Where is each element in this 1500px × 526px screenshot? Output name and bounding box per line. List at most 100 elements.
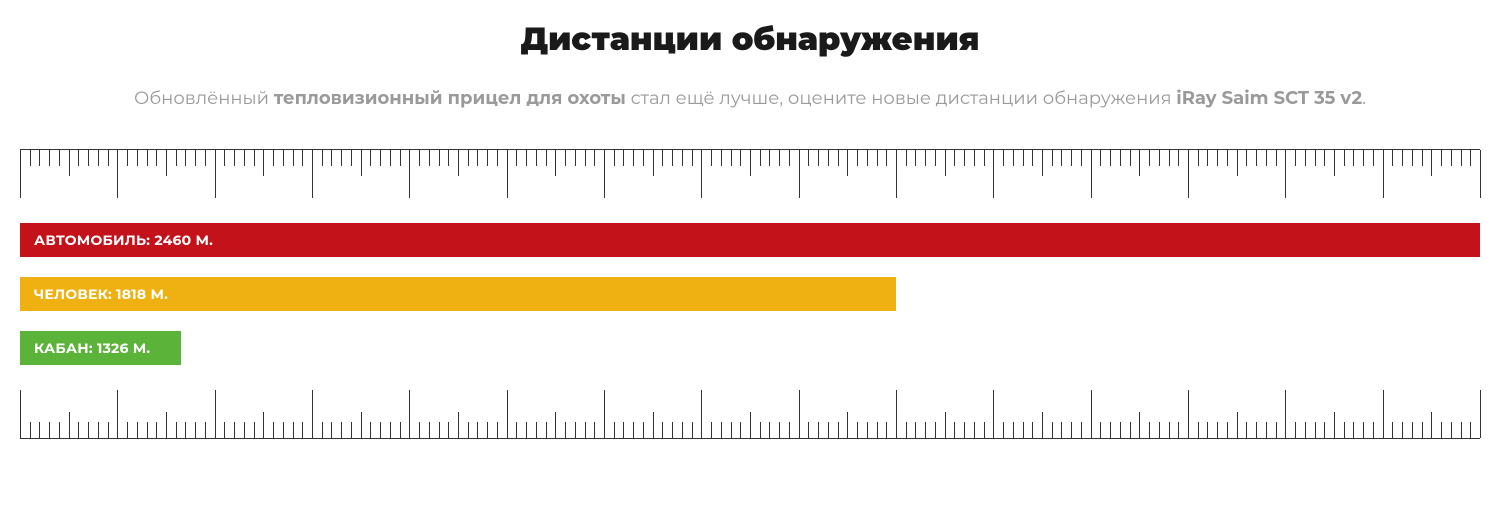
ruler-tick [1032,150,1033,166]
ruler-tick [1334,412,1335,438]
ruler-tick [643,422,644,438]
ruler-tick [361,150,362,176]
ruler-tick [205,422,206,438]
ruler-tick [945,150,946,176]
ruler-tick [643,150,644,166]
ruler-tick [78,422,79,438]
ruler-tick [1237,150,1238,176]
ruler-tick [1285,150,1286,198]
ruler-tick [877,422,878,438]
ruler-tick [760,422,761,438]
ruler-tick [1061,422,1062,438]
ruler-tick [1139,412,1140,438]
ruler-tick [1305,150,1306,166]
ruler-tick [886,422,887,438]
ruler-tick [205,150,206,166]
ruler-tick [662,150,663,166]
ruler-tick [828,422,829,438]
ruler-tick [156,150,157,166]
ruler-tick [39,150,40,166]
ruler-tick [896,150,897,198]
ruler-tick [400,150,401,166]
ruler-tick [477,422,478,438]
ruler-tick [1315,422,1316,438]
ruler-tick [283,422,284,438]
ruler-tick [585,150,586,166]
ruler-tick [185,422,186,438]
ruler-tick [925,422,926,438]
ruler-tick [974,150,975,166]
ruler-tick [380,422,381,438]
ruler-tick [847,412,848,438]
ruler-tick [1023,422,1024,438]
ruler-tick [507,150,508,198]
ruler-tick [49,422,50,438]
ruler-tick [137,150,138,166]
ruler-tick [1305,422,1306,438]
ruler-tick [750,150,751,176]
ruler-tick [575,422,576,438]
ruler-tick [117,150,118,198]
ruler-tick [254,150,255,166]
ruler-tick [1461,422,1462,438]
ruler-tick [331,422,332,438]
ruler-tick [1071,422,1072,438]
ruler-tick [1100,422,1101,438]
ruler-tick [331,150,332,166]
ruler-tick [808,150,809,166]
bars-container: АВТОМОБИЛЬ: 2460 М.ЧЕЛОВЕК: 1818 М.КАБАН… [20,223,1480,365]
ruler-tick [176,150,177,166]
ruler-tick [224,422,225,438]
ruler-tick [546,422,547,438]
ruler-tick [1392,422,1393,438]
ruler-tick [439,422,440,438]
ruler-tick [1344,422,1345,438]
ruler-tick [672,150,673,166]
ruler-tick [799,150,800,198]
ruler-tick [1217,150,1218,166]
ruler-tick [623,150,624,166]
ruler-tick [857,150,858,166]
ruler-tick [838,422,839,438]
ruler-tick [20,150,21,198]
ruler-tick [341,150,342,166]
ruler-tick [1431,412,1432,438]
ruler-tick [1227,150,1228,166]
ruler-tick [1013,150,1014,166]
ruler-tick [1422,150,1423,166]
detection-bar: АВТОМОБИЛЬ: 2460 М. [20,223,1480,257]
ruler-tick [1422,422,1423,438]
ruler-tick [808,422,809,438]
ruler-tick [195,422,196,438]
ruler-tick [536,150,537,166]
ruler-tick [1061,150,1062,166]
ruler-tick [1353,150,1354,166]
ruler-tick [1373,422,1374,438]
ruler-tick [147,150,148,166]
ruler-tick [945,412,946,438]
ruler-tick [721,422,722,438]
ruler-tick [769,150,770,166]
ruler-tick [215,150,216,198]
ruler-tick [302,422,303,438]
ruler-tick [1266,422,1267,438]
ruler-tick [88,422,89,438]
ruler-tick [429,422,430,438]
ruler-tick [1120,150,1121,166]
ruler-tick [293,422,294,438]
ruler-tick [1383,150,1384,198]
ruler-tick [497,422,498,438]
ruler-tick [468,150,469,166]
page-title: Дистанции обнаружения [20,20,1480,59]
ruler-tick [20,390,21,438]
ruler-tick [390,150,391,166]
ruler-tick [409,150,410,198]
ruler-tick [1081,422,1082,438]
ruler-tick [439,150,440,166]
ruler-tick [244,422,245,438]
ruler-tick [886,150,887,166]
ruler-tick [1110,150,1111,166]
ruler-tick [1237,412,1238,438]
ruler-tick [1470,150,1471,166]
ruler-tick [1003,422,1004,438]
